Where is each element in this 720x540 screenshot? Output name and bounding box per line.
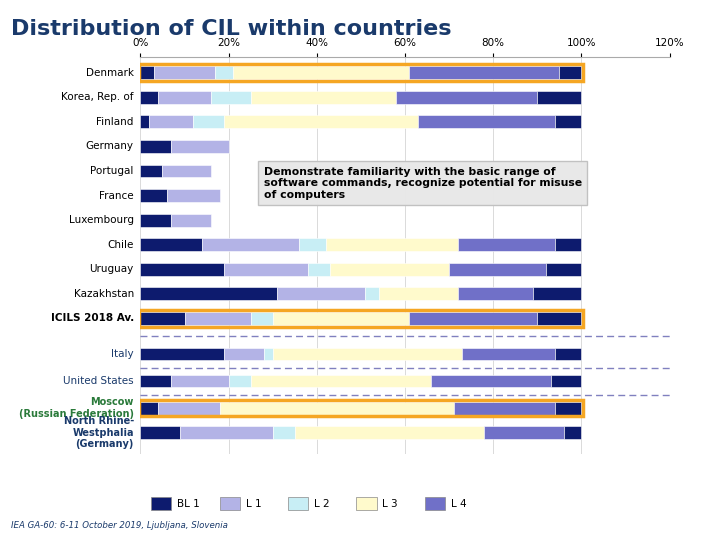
Bar: [171, 214, 211, 226]
Bar: [325, 238, 458, 251]
Bar: [140, 263, 224, 276]
Text: L 2: L 2: [314, 498, 330, 509]
Bar: [140, 214, 171, 226]
Bar: [251, 312, 273, 325]
Text: L 3: L 3: [382, 498, 398, 509]
Bar: [140, 66, 153, 79]
Text: France: France: [99, 191, 134, 200]
Bar: [140, 91, 158, 104]
Text: Chile: Chile: [107, 240, 134, 249]
Bar: [273, 312, 410, 325]
Bar: [167, 189, 220, 202]
Text: ICILS 2018 Av.: ICILS 2018 Av.: [50, 313, 134, 323]
Text: Denmark: Denmark: [86, 68, 134, 78]
Bar: [458, 287, 533, 300]
Bar: [546, 263, 581, 276]
Bar: [140, 140, 171, 153]
Text: Distribution of CIL within countries: Distribution of CIL within countries: [11, 19, 451, 39]
Bar: [396, 91, 537, 104]
Bar: [224, 116, 418, 128]
Bar: [431, 375, 551, 388]
Bar: [410, 66, 559, 79]
Bar: [163, 165, 211, 177]
Text: Finland: Finland: [96, 117, 134, 127]
Bar: [184, 312, 251, 325]
Bar: [410, 312, 537, 325]
Bar: [555, 116, 582, 128]
Bar: [140, 238, 202, 251]
Text: Portugal: Portugal: [91, 166, 134, 176]
Bar: [224, 263, 308, 276]
Bar: [555, 402, 582, 415]
Bar: [211, 91, 251, 104]
Bar: [220, 402, 454, 415]
Bar: [215, 66, 233, 79]
Bar: [379, 287, 458, 300]
Bar: [564, 426, 581, 439]
Bar: [418, 116, 555, 128]
Bar: [277, 287, 365, 300]
Bar: [140, 375, 171, 388]
Text: Luxembourg: Luxembourg: [69, 215, 134, 225]
Bar: [171, 140, 229, 153]
Bar: [264, 348, 273, 361]
Bar: [559, 66, 581, 79]
Bar: [180, 426, 273, 439]
Bar: [149, 116, 193, 128]
Bar: [551, 375, 582, 388]
Bar: [273, 426, 294, 439]
Bar: [233, 66, 410, 79]
Bar: [308, 263, 330, 276]
Bar: [193, 116, 224, 128]
Bar: [158, 91, 211, 104]
Bar: [224, 348, 264, 361]
Bar: [458, 238, 555, 251]
Bar: [555, 348, 582, 361]
Bar: [158, 402, 220, 415]
Bar: [330, 263, 449, 276]
Bar: [462, 348, 555, 361]
Bar: [140, 116, 149, 128]
Bar: [449, 263, 546, 276]
Text: Italy: Italy: [111, 349, 134, 359]
Text: North Rhine-
Westphalia
(Germany): North Rhine- Westphalia (Germany): [63, 416, 134, 449]
Bar: [454, 402, 555, 415]
Bar: [251, 375, 431, 388]
Text: Moscow
(Russian Federation): Moscow (Russian Federation): [19, 397, 134, 419]
Bar: [251, 91, 396, 104]
Bar: [294, 426, 485, 439]
Bar: [273, 348, 462, 361]
Bar: [140, 402, 158, 415]
Bar: [537, 91, 582, 104]
Text: IEA GA-60: 6-11 October 2019, Ljubljana, Slovenia: IEA GA-60: 6-11 October 2019, Ljubljana,…: [11, 521, 228, 530]
Text: Uruguay: Uruguay: [89, 264, 134, 274]
Bar: [300, 238, 325, 251]
Bar: [485, 426, 564, 439]
Bar: [202, 238, 300, 251]
Bar: [365, 287, 379, 300]
Bar: [537, 312, 582, 325]
Bar: [140, 312, 184, 325]
Bar: [140, 287, 277, 300]
Text: Germany: Germany: [86, 141, 134, 151]
Bar: [140, 189, 167, 202]
Bar: [171, 375, 229, 388]
Bar: [140, 165, 163, 177]
Text: Kazakhstan: Kazakhstan: [73, 289, 134, 299]
Bar: [140, 426, 180, 439]
Bar: [533, 287, 582, 300]
Text: L 1: L 1: [246, 498, 261, 509]
Text: Demonstrate familiarity with the basic range of
software commands, recognize pot: Demonstrate familiarity with the basic r…: [264, 167, 582, 200]
Text: L 4: L 4: [451, 498, 467, 509]
Bar: [229, 375, 251, 388]
Bar: [140, 348, 224, 361]
Text: United States: United States: [63, 376, 134, 386]
Bar: [555, 238, 582, 251]
Text: Korea, Rep. of: Korea, Rep. of: [61, 92, 134, 102]
Bar: [153, 66, 215, 79]
Text: BL 1: BL 1: [177, 498, 200, 509]
